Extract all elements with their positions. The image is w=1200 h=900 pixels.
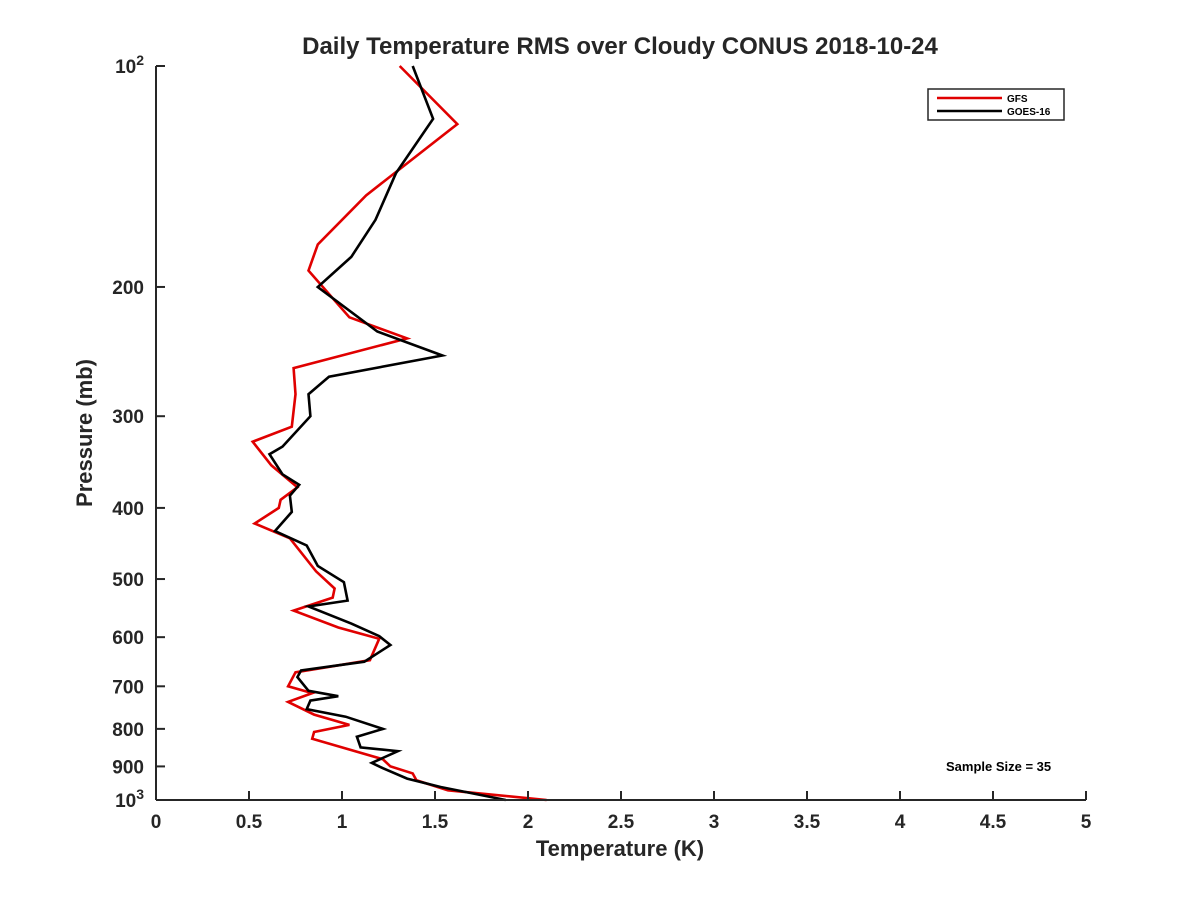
y-axis-label: Pressure (mb) bbox=[72, 359, 97, 507]
y-tick-label: 700 bbox=[112, 677, 144, 698]
y-axis-ticks: 102 200 300 400 500 600 700 800 900 103 bbox=[112, 52, 165, 812]
y-tick-label: 103 bbox=[115, 786, 144, 812]
y-tick-label: 800 bbox=[112, 720, 144, 741]
x-tick-label: 4.5 bbox=[980, 812, 1007, 833]
x-tick-label: 0.5 bbox=[236, 812, 263, 833]
x-tick-label: 1.5 bbox=[422, 812, 449, 833]
legend-label-gfs: GFS bbox=[1007, 94, 1028, 105]
x-tick-label: 3.5 bbox=[794, 812, 821, 833]
series-line-gfs bbox=[250, 65, 547, 802]
y-tick-label: 300 bbox=[112, 407, 144, 428]
x-tick-label: 4 bbox=[895, 812, 906, 833]
x-tick-label: 2 bbox=[523, 812, 534, 833]
legend-box bbox=[927, 88, 1065, 121]
x-tick-label: 5 bbox=[1081, 812, 1092, 833]
legend: GFS GOES-16 bbox=[927, 88, 1065, 121]
sample-size-annotation: Sample Size = 35 bbox=[946, 759, 1051, 774]
x-axis-label: Temperature (K) bbox=[536, 836, 704, 861]
y-tick-label: 400 bbox=[112, 499, 144, 520]
y-tick-label: 900 bbox=[112, 757, 144, 778]
y-tick-label: 500 bbox=[112, 570, 144, 591]
x-tick-label: 2.5 bbox=[608, 812, 635, 833]
series-line-goes16 bbox=[267, 65, 506, 802]
x-tick-label: 3 bbox=[709, 812, 720, 833]
y-tick-label: 600 bbox=[112, 628, 144, 649]
plot-area bbox=[250, 65, 547, 802]
x-tick-label: 0 bbox=[151, 812, 162, 833]
chart-title: Daily Temperature RMS over Cloudy CONUS … bbox=[302, 33, 938, 60]
y-tick-label: 102 bbox=[115, 52, 144, 78]
legend-label-goes16: GOES-16 bbox=[1007, 107, 1051, 118]
x-tick-label: 1 bbox=[337, 812, 348, 833]
y-tick-label: 200 bbox=[112, 278, 144, 299]
x-axis-ticks: 0 0.5 1 1.5 2 2.5 3 3.5 4 4.5 5 bbox=[151, 791, 1092, 833]
